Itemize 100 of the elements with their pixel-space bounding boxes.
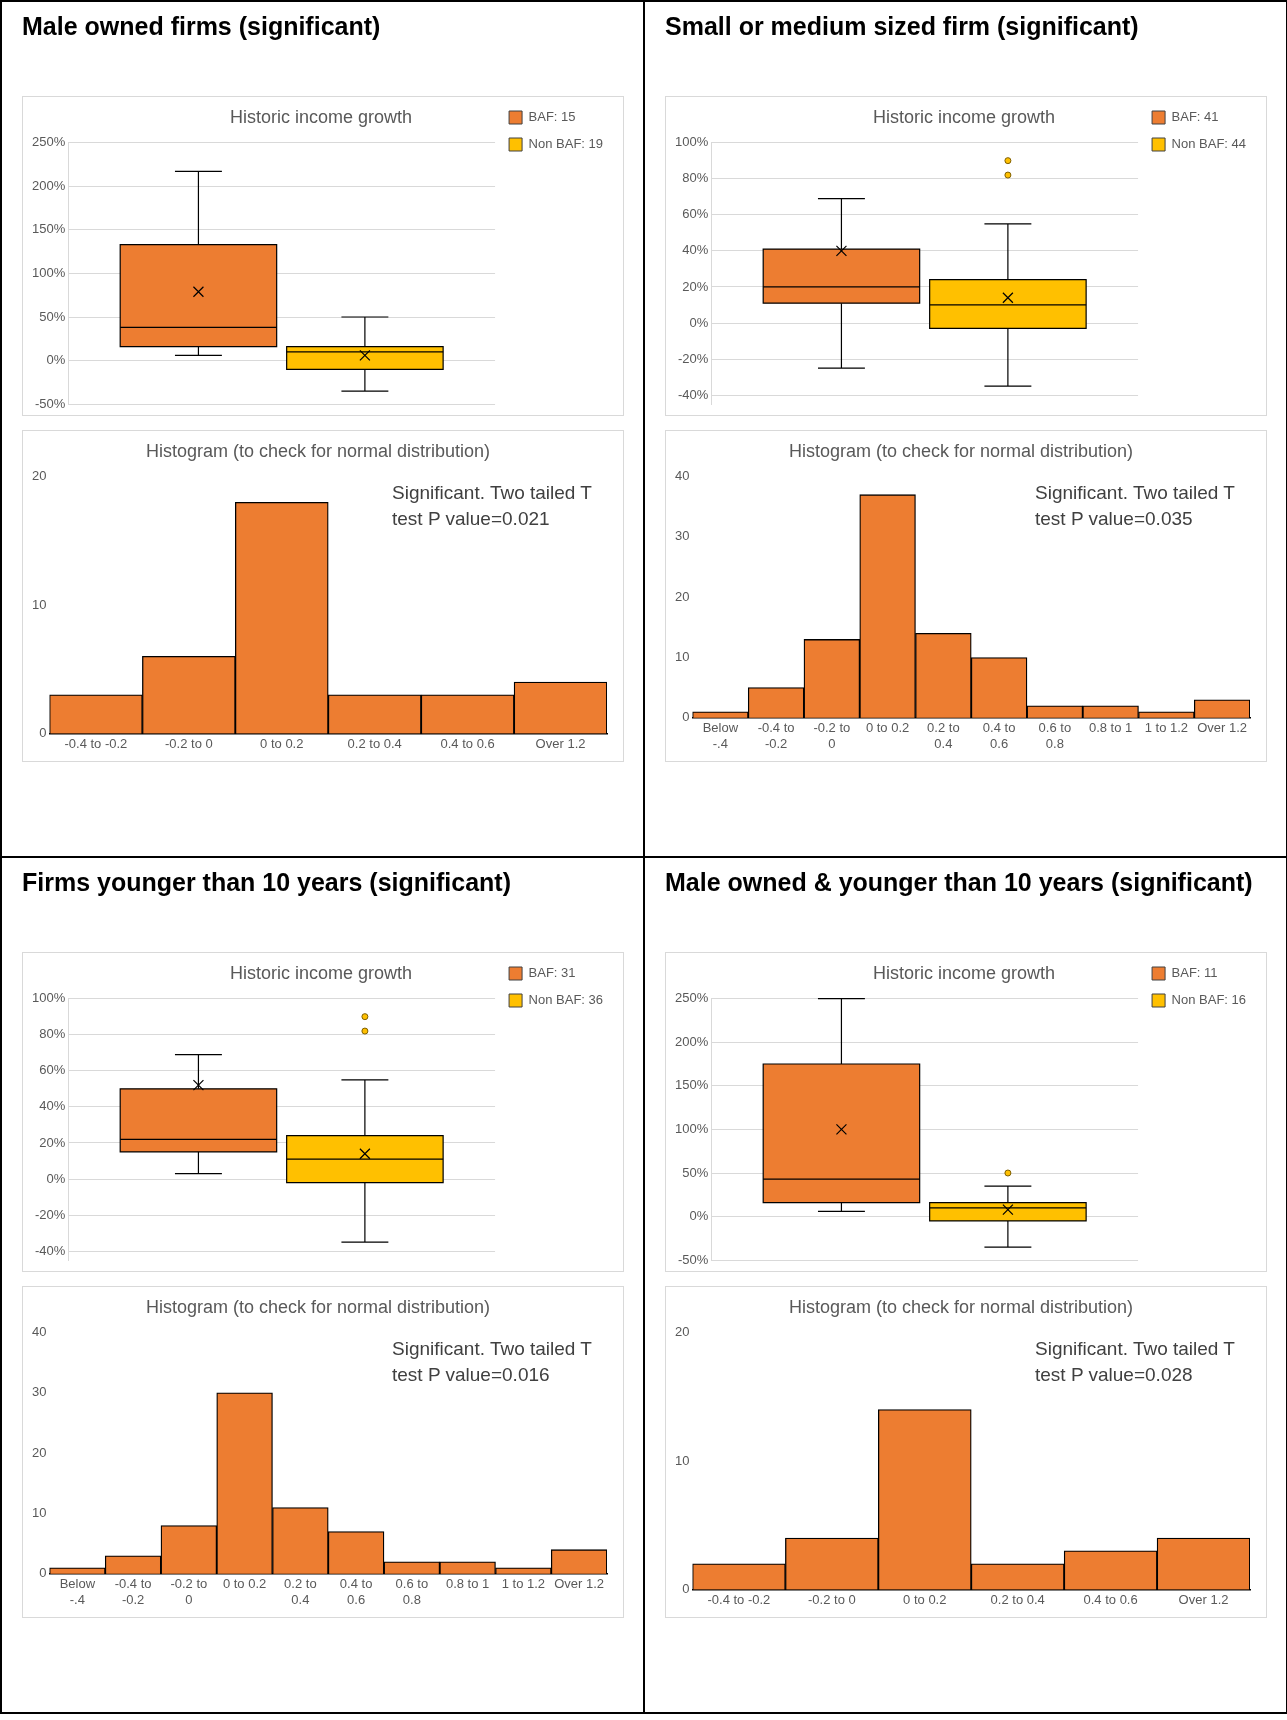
- x-tick-label: 0.2 to 0.4: [284, 1576, 317, 1607]
- y-tick-label: 100%: [32, 990, 66, 1006]
- x-tick-label: -0.2 to 0: [813, 720, 851, 751]
- y-tick-label: 200%: [675, 1033, 709, 1049]
- x-tick-label: 0.6 to 0.8: [395, 1576, 429, 1607]
- legend-label: Non BAF: 19: [528, 136, 604, 152]
- annotation: Significant. Two tailed T test P value=0.035: [1035, 482, 1236, 530]
- x-tick-label: Over 1.2: [554, 1576, 605, 1592]
- x-tick-label: 0.4 to 0.6: [1083, 1591, 1138, 1607]
- y-tick-label: 250%: [675, 990, 709, 1006]
- x-tick-label: 0 to 0.2: [260, 735, 304, 751]
- y-tick-label: 0%: [46, 352, 66, 368]
- y-tick-label: 10: [674, 649, 690, 665]
- y-tick-label: -20%: [677, 350, 709, 366]
- x-tick-label: 0.4 to 0.6: [982, 720, 1016, 751]
- chart-title: Male owned & younger than 10 years (significant): [665, 867, 1254, 898]
- y-tick-label: 40: [31, 1324, 47, 1340]
- x-tick-label: Over 1.2: [535, 735, 586, 751]
- y-tick-label: -40%: [677, 386, 709, 402]
- x-tick-label: 0 to 0.2: [865, 720, 910, 736]
- chart-title: Histogram (to check for normal distribution): [145, 440, 491, 461]
- y-tick-label: 20%: [682, 278, 709, 294]
- legend-label: BAF: 41: [1171, 109, 1219, 125]
- y-tick-label: 10: [31, 1505, 47, 1521]
- y-tick-label: 80%: [39, 1026, 66, 1042]
- y-tick-label: 0: [682, 1580, 690, 1596]
- x-tick-label: 0 to 0.2: [222, 1576, 267, 1592]
- chart-title: Firms younger than 10 years (significant): [22, 867, 512, 898]
- legend-label: BAF: 11: [1171, 965, 1218, 981]
- annotation: Significant. Two tailed T test P value=0.016: [392, 1338, 593, 1386]
- y-tick-label: 60%: [682, 206, 709, 222]
- y-tick-label: 0: [39, 724, 47, 740]
- x-tick-label: -0.4 to -0.2: [114, 1576, 152, 1607]
- x-tick-label: 0.4 to 0.6: [339, 1576, 373, 1607]
- x-tick-label: -0.2 to 0: [170, 1576, 208, 1607]
- y-tick-label: 20: [31, 468, 47, 484]
- y-tick-label: 30: [31, 1384, 47, 1400]
- y-tick-label: 50%: [39, 308, 66, 324]
- y-tick-label: 10: [31, 596, 47, 612]
- chart-subtitle: Historic income growth: [229, 962, 413, 983]
- legend-label: Non BAF: 16: [1171, 992, 1247, 1008]
- y-tick-label: 50%: [682, 1164, 709, 1180]
- y-tick-label: 250%: [32, 134, 66, 150]
- legend-label: Non BAF: 44: [1171, 136, 1247, 152]
- y-tick-label: 20: [31, 1444, 47, 1460]
- y-tick-label: -20%: [34, 1206, 66, 1222]
- x-tick-label: 0.4 to 0.6: [440, 735, 495, 751]
- x-tick-label: -0.4 to -0.2: [707, 1591, 771, 1607]
- y-tick-label: 0: [682, 709, 690, 725]
- x-tick-label: 0.6 to 0.8: [1038, 720, 1072, 751]
- y-tick-label: 60%: [39, 1062, 66, 1078]
- chart-title: Small or medium sized firm (significant): [665, 11, 1140, 42]
- chart-title: Histogram (to check for normal distribution): [145, 1296, 491, 1317]
- x-tick-label: 0.2 to 0.4: [990, 1591, 1045, 1607]
- chart-title: Male owned firms (significant): [22, 11, 382, 42]
- y-tick-label: 0%: [46, 1170, 66, 1186]
- y-tick-label: 30: [674, 528, 690, 544]
- chart-title: Histogram (to check for normal distribution): [788, 440, 1134, 461]
- y-tick-label: 0: [39, 1565, 47, 1581]
- x-tick-label: 0.8 to 1: [445, 1576, 490, 1592]
- y-tick-label: 20: [674, 1324, 690, 1340]
- x-tick-label: Over 1.2: [1178, 1591, 1229, 1607]
- x-tick-label: 0.2 to 0.4: [927, 720, 960, 751]
- x-tick-label: Over 1.2: [1197, 720, 1248, 736]
- x-tick-label: -0.4 to -0.2: [757, 720, 795, 751]
- y-tick-label: 40%: [682, 242, 709, 258]
- legend-label: BAF: 15: [528, 109, 576, 125]
- y-tick-label: 20%: [39, 1134, 66, 1150]
- chart-subtitle: Historic income growth: [229, 106, 413, 127]
- x-tick-label: 1 to 1.2: [501, 1576, 546, 1592]
- y-tick-label: 0%: [689, 1208, 709, 1224]
- y-tick-label: 40%: [39, 1098, 66, 1114]
- chart-subtitle: Historic income growth: [872, 962, 1056, 983]
- x-tick-label: -0.4 to -0.2: [64, 735, 128, 751]
- y-tick-label: 100%: [675, 134, 709, 150]
- legend-label: BAF: 31: [528, 965, 576, 981]
- annotation: Significant. Two tailed T test P value=0.028: [1035, 1338, 1236, 1386]
- y-tick-label: 10: [674, 1452, 690, 1468]
- y-tick-label: 0%: [689, 314, 709, 330]
- x-tick-label: 0 to 0.2: [903, 1591, 947, 1607]
- y-tick-label: 200%: [32, 177, 66, 193]
- y-tick-label: 150%: [32, 221, 66, 237]
- chart-subtitle: Historic income growth: [872, 106, 1056, 127]
- y-tick-label: -50%: [34, 395, 66, 411]
- legend-label: Non BAF: 36: [528, 992, 604, 1008]
- x-tick-label: -0.2 to 0: [807, 1591, 856, 1607]
- y-tick-label: 40: [674, 468, 690, 484]
- x-tick-label: -0.2 to 0: [164, 735, 213, 751]
- y-tick-label: -50%: [677, 1251, 709, 1267]
- y-tick-label: 80%: [682, 170, 709, 186]
- chart-title: Histogram (to check for normal distribution): [788, 1296, 1134, 1317]
- y-tick-label: 20: [674, 588, 690, 604]
- x-tick-label: 0.2 to 0.4: [347, 735, 402, 751]
- y-tick-label: 150%: [675, 1077, 709, 1093]
- y-tick-label: 100%: [675, 1120, 709, 1136]
- annotation: Significant. Two tailed T test P value=0.021: [392, 482, 593, 530]
- y-tick-label: 100%: [32, 264, 66, 280]
- x-tick-label: Below -.4: [59, 1576, 96, 1607]
- x-tick-label: Below -.4: [702, 720, 739, 751]
- x-tick-label: 0.8 to 1: [1088, 720, 1133, 736]
